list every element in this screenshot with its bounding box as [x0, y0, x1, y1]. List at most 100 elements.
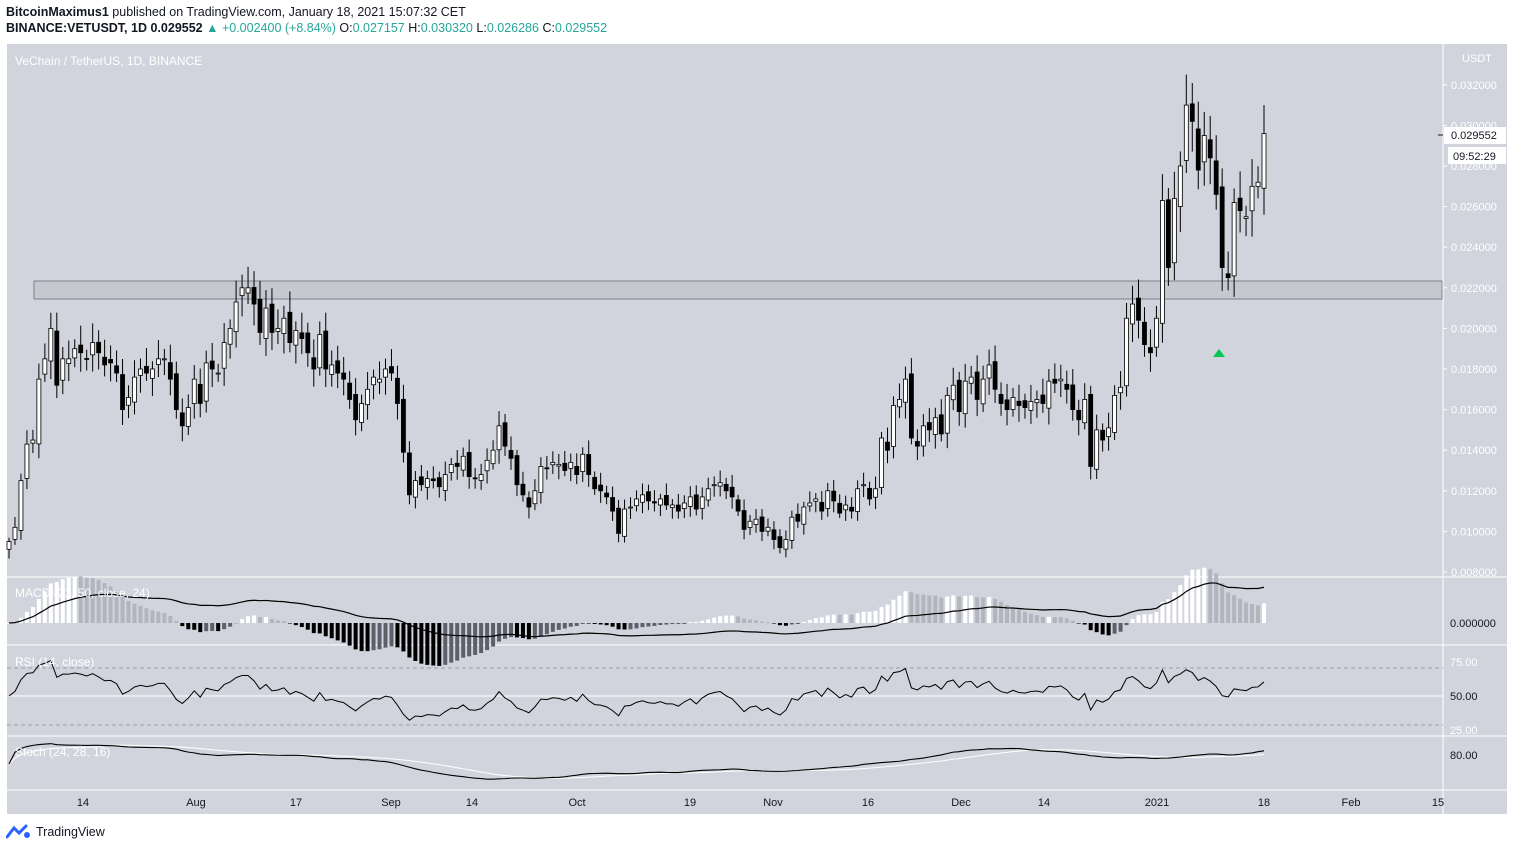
candle[interactable] [96, 330, 102, 370]
candle[interactable] [1231, 188, 1237, 297]
candle[interactable] [36, 363, 42, 459]
candle[interactable] [191, 365, 197, 419]
candle[interactable] [120, 359, 125, 425]
candle[interactable] [741, 499, 747, 540]
candle[interactable] [424, 470, 430, 500]
candle[interactable] [1249, 159, 1255, 237]
candle[interactable] [395, 365, 400, 420]
candle[interactable] [281, 305, 287, 354]
candle[interactable] [628, 497, 633, 519]
candle[interactable] [974, 355, 980, 417]
candle[interactable] [699, 487, 705, 520]
candle[interactable] [383, 358, 388, 395]
candle[interactable] [54, 312, 60, 399]
candle[interactable] [580, 447, 586, 482]
candle[interactable] [341, 356, 347, 396]
candle[interactable] [550, 451, 556, 474]
candle[interactable] [412, 471, 418, 509]
candle[interactable] [669, 499, 675, 519]
candle[interactable] [287, 291, 293, 353]
candle[interactable] [849, 497, 855, 519]
candle[interactable] [490, 440, 496, 470]
candle[interactable] [819, 491, 825, 520]
candle[interactable] [562, 450, 568, 477]
candle[interactable] [1130, 285, 1135, 342]
candle[interactable] [144, 348, 149, 381]
candle[interactable] [436, 471, 442, 498]
candle[interactable] [1004, 383, 1010, 426]
candle[interactable] [203, 350, 209, 413]
candle[interactable] [126, 385, 131, 419]
candle[interactable] [138, 358, 143, 393]
candle[interactable] [1100, 423, 1106, 452]
candle[interactable] [652, 490, 657, 512]
candle[interactable] [926, 408, 932, 442]
candle[interactable] [161, 348, 167, 376]
candle[interactable] [245, 266, 251, 305]
candle[interactable] [771, 521, 777, 550]
candle[interactable] [442, 461, 448, 502]
candle[interactable] [418, 464, 424, 491]
candle[interactable] [1124, 302, 1129, 397]
candle[interactable] [377, 361, 382, 395]
candle[interactable] [1255, 166, 1261, 199]
candle[interactable] [1261, 105, 1267, 215]
candle[interactable] [783, 530, 789, 558]
candle[interactable] [1112, 385, 1117, 440]
candle[interactable] [980, 365, 986, 412]
candle[interactable] [1076, 399, 1082, 436]
candle[interactable] [998, 382, 1004, 416]
candle[interactable] [1225, 251, 1231, 291]
candle[interactable] [1201, 111, 1207, 186]
candle[interactable] [215, 363, 221, 382]
candle[interactable] [84, 349, 90, 371]
candle[interactable] [1177, 151, 1183, 233]
candle[interactable] [634, 490, 639, 512]
candle[interactable] [789, 510, 795, 549]
candle[interactable] [371, 369, 376, 400]
candle[interactable] [891, 396, 896, 459]
candle[interactable] [622, 499, 627, 543]
candle[interactable] [532, 479, 538, 511]
candle[interactable] [687, 486, 693, 517]
candle[interactable] [1022, 393, 1028, 419]
candle[interactable] [60, 346, 66, 395]
candle[interactable] [938, 399, 944, 442]
candle[interactable] [460, 447, 466, 477]
candle[interactable] [1106, 412, 1112, 451]
candle[interactable] [1160, 174, 1165, 343]
tradingview-logo-icon[interactable] [6, 824, 32, 840]
candle[interactable] [759, 509, 765, 541]
candle[interactable] [903, 366, 908, 419]
candle[interactable] [263, 290, 269, 356]
candle[interactable] [1052, 363, 1058, 393]
candle[interactable] [968, 365, 974, 395]
candle[interactable] [221, 323, 227, 386]
candle[interactable] [604, 485, 610, 505]
candle[interactable] [197, 368, 203, 418]
candle[interactable] [514, 449, 520, 497]
candle[interactable] [855, 480, 861, 521]
candle[interactable] [66, 340, 72, 382]
candle[interactable] [30, 429, 36, 454]
candle[interactable] [1136, 279, 1141, 339]
candle[interactable] [305, 322, 311, 367]
candle[interactable] [1165, 187, 1171, 286]
candle[interactable] [663, 483, 669, 510]
candle[interactable] [1195, 101, 1201, 190]
candle[interactable] [156, 340, 161, 378]
candle[interactable] [1171, 171, 1177, 281]
candle[interactable] [1219, 168, 1225, 291]
candle[interactable] [293, 321, 299, 364]
candle[interactable] [1189, 83, 1195, 152]
candle[interactable] [538, 457, 544, 504]
candle[interactable] [1064, 370, 1070, 404]
candle[interactable] [1070, 369, 1076, 421]
candle[interactable] [992, 345, 998, 403]
candle[interactable] [389, 349, 394, 381]
candle[interactable] [257, 280, 263, 345]
candle[interactable] [299, 312, 305, 355]
candle[interactable] [616, 499, 621, 543]
candle[interactable] [42, 343, 48, 382]
